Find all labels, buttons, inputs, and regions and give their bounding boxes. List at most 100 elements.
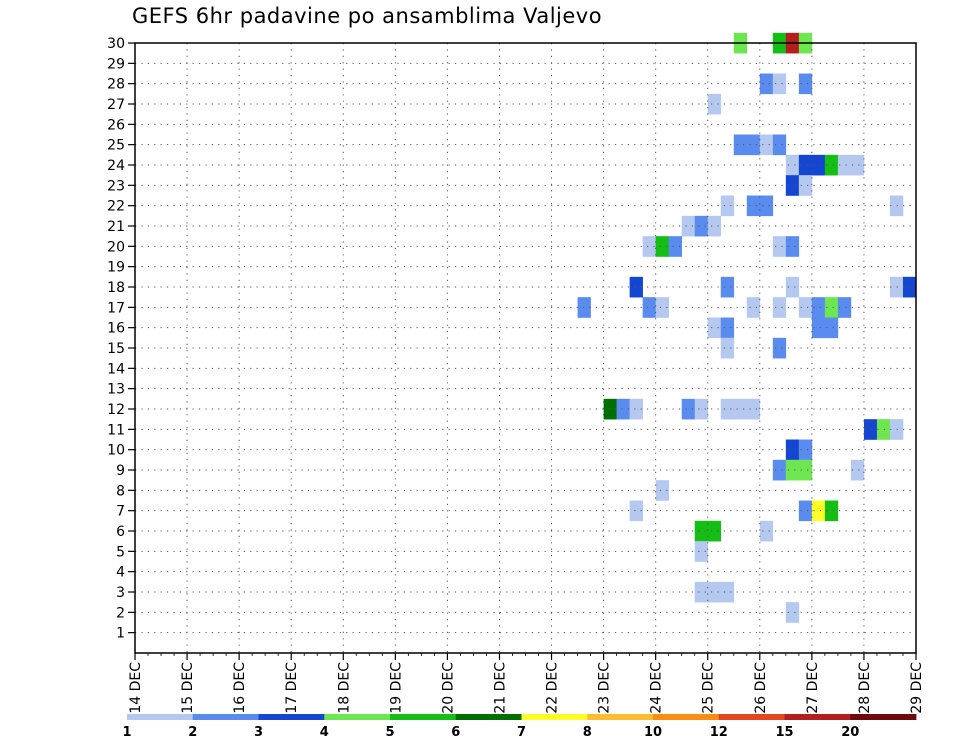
heatmap-cell xyxy=(772,297,787,318)
heatmap-cell xyxy=(694,520,709,542)
y-tick-label: 15 xyxy=(107,341,125,357)
heatmap-cell xyxy=(642,236,656,257)
x-tick-label: 25 DEC xyxy=(701,662,717,714)
heatmap-cell xyxy=(720,276,735,298)
x-tick-label: 14 DEC xyxy=(128,662,144,714)
x-tick-label: 15 DEC xyxy=(180,662,196,714)
heatmap-cell xyxy=(798,154,813,176)
x-tick-label: 20 DEC xyxy=(440,662,456,714)
y-tick-label: 21 xyxy=(107,219,125,235)
y-tick-label: 19 xyxy=(107,260,125,276)
colorbar-label: 8 xyxy=(583,725,592,740)
heatmap-cell xyxy=(655,480,669,501)
heatmap-cell xyxy=(707,520,722,542)
heatmap-cell xyxy=(746,297,761,318)
x-tick-label: 29 DEC xyxy=(909,662,925,714)
heatmap-cell xyxy=(772,134,787,156)
heatmap-cell xyxy=(629,398,643,420)
heatmap-cell xyxy=(785,154,800,176)
y-tick-label: 10 xyxy=(107,443,125,459)
heatmap-cell xyxy=(772,73,787,95)
heatmap-cell xyxy=(850,459,865,481)
heatmap-cell xyxy=(824,154,839,176)
x-tick-label: 23 DEC xyxy=(597,662,613,714)
colorbar-segment xyxy=(258,714,325,720)
heatmap-cell xyxy=(629,500,643,522)
heatmap-cell xyxy=(772,459,787,481)
grid-lines xyxy=(135,42,916,653)
chart-title: GEFS 6hr padavine po ansamblima Valjevo xyxy=(132,4,603,28)
colorbar-segment xyxy=(784,714,851,720)
heatmap-cell xyxy=(733,134,748,156)
heatmap-cell xyxy=(785,602,800,623)
colorbar-label: 15 xyxy=(775,725,793,740)
heatmap-cell xyxy=(694,581,709,603)
heatmap-cell xyxy=(785,276,800,298)
y-tick-label: 23 xyxy=(107,178,125,194)
colorbar-segment xyxy=(850,714,917,720)
heatmap-cell xyxy=(811,297,826,318)
colorbar-segment xyxy=(324,714,391,720)
heatmap-cell xyxy=(811,500,826,522)
x-tick-label: 22 DEC xyxy=(545,662,561,714)
colorbar-segment xyxy=(390,714,457,720)
heatmap-cell xyxy=(681,215,696,237)
y-tick-label: 17 xyxy=(107,300,125,316)
heatmap-cell xyxy=(798,500,813,522)
x-tick-label: 19 DEC xyxy=(388,662,404,714)
x-tick-label: 16 DEC xyxy=(232,662,248,714)
heatmap-cell xyxy=(798,73,813,95)
heatmap-cell xyxy=(642,297,656,318)
heatmap-cell xyxy=(694,541,709,562)
heatmap-cell xyxy=(655,236,669,257)
colorbar-segment xyxy=(521,714,588,720)
colorbar-label: 12 xyxy=(710,725,728,740)
y-tick-label: 25 xyxy=(107,138,125,154)
y-tick-label: 14 xyxy=(107,361,125,377)
y-tick-label: 6 xyxy=(116,524,125,540)
heatmap-cell xyxy=(694,215,709,237)
y-tick-label: 26 xyxy=(107,117,125,133)
x-tick-label: 21 DEC xyxy=(492,662,508,714)
heatmap-cell xyxy=(681,398,696,420)
colorbar-label: 7 xyxy=(517,725,526,740)
colorbar-label: 4 xyxy=(320,725,329,740)
y-tick-label: 5 xyxy=(116,544,125,560)
colorbar-segment xyxy=(455,714,522,720)
heatmap-cell xyxy=(616,398,630,420)
heatmap-cell xyxy=(720,581,735,603)
heatmap-cell xyxy=(668,236,682,257)
heatmap-cell xyxy=(759,134,774,156)
heatmap-cell xyxy=(785,459,800,481)
heatmap-cell xyxy=(577,297,591,318)
y-tick-label: 11 xyxy=(107,422,125,438)
y-tick-label: 16 xyxy=(107,321,125,337)
heatmap-cell xyxy=(746,134,761,156)
x-tick-label: 18 DEC xyxy=(336,662,352,714)
y-tick-label: 29 xyxy=(107,56,125,72)
colorbar-label: 3 xyxy=(254,725,263,740)
heatmap-cell xyxy=(720,337,735,359)
heatmap-cell xyxy=(811,154,826,176)
colorbar-label: 1 xyxy=(122,725,131,740)
heatmap-cell xyxy=(655,297,669,318)
x-tick-label: 27 DEC xyxy=(805,662,821,714)
heatmap-cell xyxy=(824,500,839,522)
colorbar-label: 6 xyxy=(451,725,460,740)
colorbar-segment xyxy=(587,714,654,720)
heatmap-cell xyxy=(707,581,722,603)
y-tick-label: 22 xyxy=(107,199,125,215)
heatmap-cell xyxy=(603,398,617,420)
heatmap-cell xyxy=(798,459,813,481)
heatmap-cell xyxy=(785,175,800,196)
heatmap-cell xyxy=(811,317,826,339)
y-tick-label: 7 xyxy=(116,504,125,520)
heatmap-cell xyxy=(824,297,839,318)
heatmap-cell xyxy=(746,195,761,217)
heatmap-cell xyxy=(785,439,800,461)
heatmap-cell xyxy=(733,398,748,420)
heatmap-cell xyxy=(772,337,787,359)
heatmap-cell xyxy=(798,175,813,196)
colorbar-label: 20 xyxy=(841,725,859,740)
